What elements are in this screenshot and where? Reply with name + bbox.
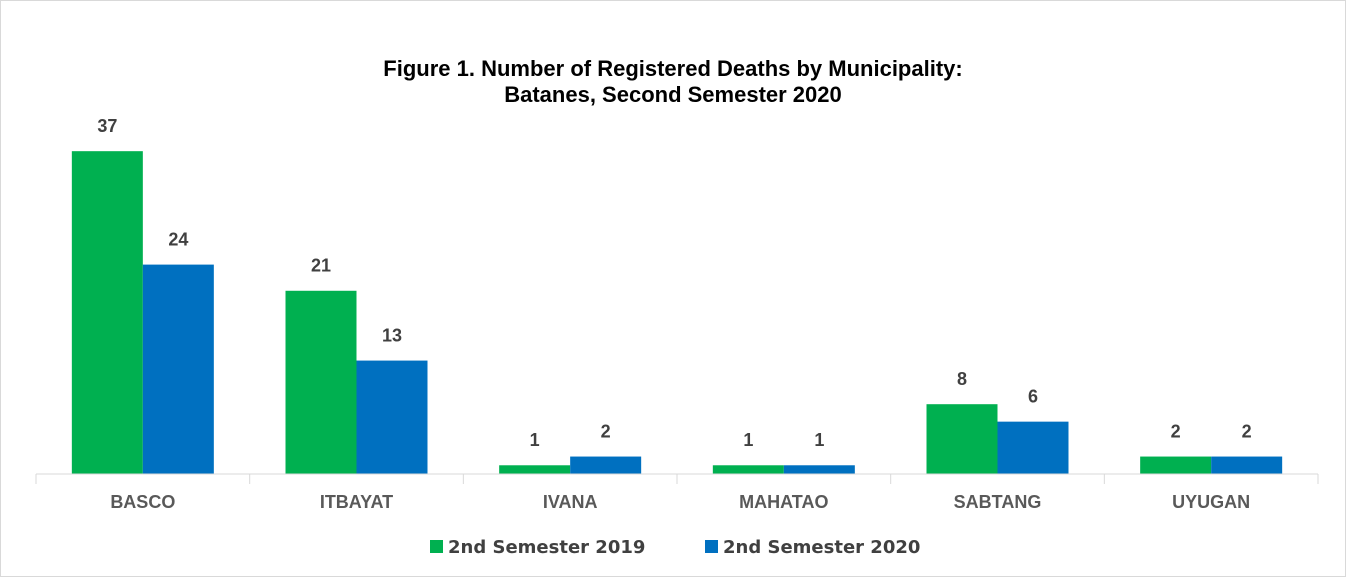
data-label: 1 — [530, 430, 540, 450]
bar — [997, 421, 1069, 474]
bar — [783, 465, 855, 474]
legend-swatch — [705, 540, 718, 553]
data-label: 24 — [168, 229, 188, 249]
x-tick-label: BASCO — [110, 492, 175, 512]
data-label: 2 — [1242, 421, 1252, 441]
x-tick-label: IVANA — [543, 492, 598, 512]
bar — [499, 465, 571, 474]
data-label: 13 — [382, 325, 402, 345]
bar — [142, 264, 214, 474]
data-label: 8 — [957, 369, 967, 389]
bar — [712, 465, 784, 474]
data-label: 1 — [814, 430, 824, 450]
x-tick-label: SABTANG — [954, 492, 1042, 512]
data-label: 21 — [311, 256, 331, 276]
legend-label: 2nd Semester 2019 — [448, 537, 645, 558]
chart-subtitle: Batanes, Second Semester 2020 — [504, 82, 842, 107]
bar — [285, 290, 357, 474]
x-tick-label: ITBAYAT — [320, 492, 393, 512]
bar — [1140, 456, 1212, 474]
x-tick-label: MAHATAO — [739, 492, 828, 512]
data-label: 37 — [97, 116, 117, 136]
legend-label: 2nd Semester 2020 — [723, 537, 920, 558]
bar — [356, 360, 428, 474]
data-label: 1 — [743, 430, 753, 450]
data-label: 2 — [1171, 421, 1181, 441]
bar — [570, 456, 642, 474]
bar — [926, 404, 998, 474]
legend-swatch — [430, 540, 443, 553]
bar — [1211, 456, 1283, 474]
bar — [71, 151, 143, 475]
chart-title: Figure 1. Number of Registered Deaths by… — [383, 56, 962, 81]
data-label: 2 — [601, 421, 611, 441]
data-label: 6 — [1028, 386, 1038, 406]
x-tick-label: UYUGAN — [1172, 492, 1250, 512]
